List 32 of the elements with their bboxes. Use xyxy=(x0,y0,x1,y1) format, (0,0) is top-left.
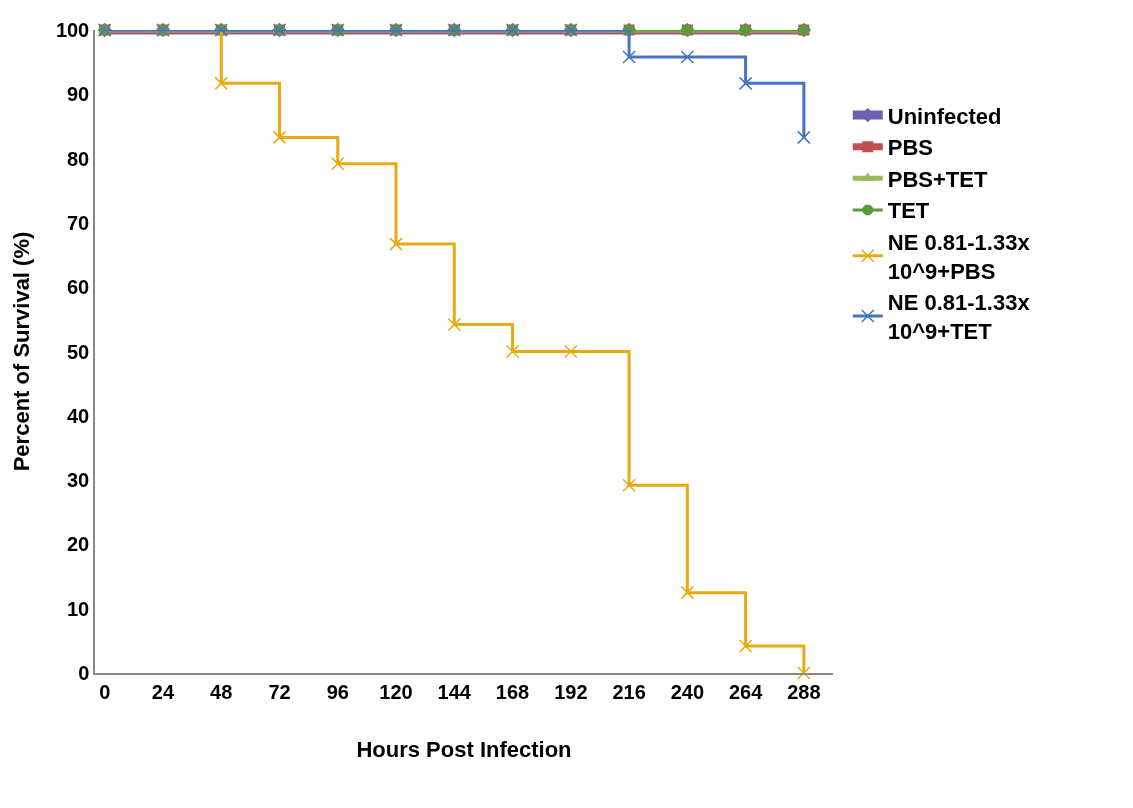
y-tick-label: 100 xyxy=(55,19,90,41)
legend-label: PBS xyxy=(887,135,934,161)
x-tick-label: 0 xyxy=(99,680,111,703)
y-tick-label: 40 xyxy=(67,404,90,427)
x-tick-label: 72 xyxy=(268,680,291,703)
x-tick-label: 240 xyxy=(670,680,705,703)
y-tick-label: 30 xyxy=(67,469,90,492)
legend-label: NE 0.81-1.33x 10^9+TET xyxy=(887,290,1031,344)
y-tick-label: 60 xyxy=(67,276,90,299)
x-tick-label: 168 xyxy=(495,680,530,703)
y-tick-label: 90 xyxy=(67,83,90,106)
x-tick-label: 192 xyxy=(554,680,588,703)
x-tick-label: 144 xyxy=(437,680,472,703)
y-tick-label: 70 xyxy=(67,211,90,234)
y-tick-label: 20 xyxy=(67,533,90,556)
y-tick-label: 50 xyxy=(67,340,90,363)
legend-label: Uninfected xyxy=(887,103,1002,129)
x-axis-title: Hours Post Infection xyxy=(356,737,572,763)
y-axis-title: Percent of Survival (%) xyxy=(9,231,35,472)
x-tick-label: 264 xyxy=(728,680,764,703)
x-tick-label: 288 xyxy=(787,680,821,703)
legend-label: TET xyxy=(887,198,930,224)
y-tick-label: 0 xyxy=(78,662,90,684)
x-tick-label: 48 xyxy=(210,680,233,703)
y-tick-label: 80 xyxy=(67,147,90,170)
y-tick-label: 10 xyxy=(67,597,90,620)
legend-label: NE 0.81-1.33x 10^9+PBS xyxy=(887,230,1031,284)
x-tick-label: 96 xyxy=(326,680,349,703)
x-tick-label: 24 xyxy=(151,680,175,703)
x-tick-label: 216 xyxy=(612,680,646,703)
x-tick-label: 120 xyxy=(379,680,413,703)
legend-label: PBS+TET xyxy=(887,166,988,192)
